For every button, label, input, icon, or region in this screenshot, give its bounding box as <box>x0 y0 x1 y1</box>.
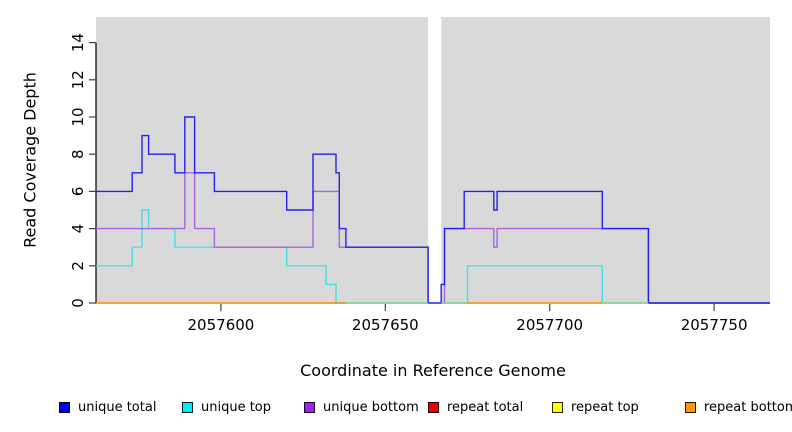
y-tick-label: 10 <box>69 107 87 126</box>
legend-label: repeat total <box>447 399 524 415</box>
legend: unique total unique top unique bottom repea… <box>0 396 792 420</box>
no-data-gap <box>428 17 442 304</box>
coverage-plot: 0 2 4 6 8 10 12 14 2057600 2057650 2057700 2057750 <box>69 17 770 334</box>
legend-item-unique-bottom: unique bottom <box>304 396 419 418</box>
legend-item-repeat-total: repeat total <box>428 396 523 418</box>
legend-swatch-repeat-top <box>552 401 563 413</box>
legend-swatch-unique-top <box>182 401 193 413</box>
x-tick-label: 2057650 <box>352 316 419 334</box>
y-tick-label: 8 <box>69 149 87 159</box>
y-tick-label: 12 <box>69 70 87 89</box>
x-axis-title: Coordinate in Reference Genome <box>300 361 566 380</box>
y-tick-label: 14 <box>69 33 87 52</box>
y-tick-label: 0 <box>69 298 87 308</box>
legend-label: unique top <box>201 399 272 415</box>
series-line-unique-total <box>96 116 770 304</box>
legend-item-repeat-bottom: repeat bottom <box>685 396 792 418</box>
legend-swatch-repeat-total <box>428 401 439 413</box>
legend-label: unique total <box>78 399 157 415</box>
y-tick-label: 4 <box>69 224 87 234</box>
x-tick-label: 2057600 <box>188 316 255 334</box>
x-tick-label: 2057750 <box>681 316 748 334</box>
y-tick-label: 2 <box>69 261 87 271</box>
legend-item-unique-total: unique total <box>59 396 156 418</box>
series-line-unique-top <box>96 209 429 304</box>
legend-swatch-repeat-bottom <box>685 401 696 413</box>
x-tick-label: 2057700 <box>516 316 583 334</box>
legend-item-repeat-top: repeat top <box>552 396 639 418</box>
y-axis-title: Read Coverage Depth <box>20 72 40 248</box>
legend-label: unique bottom <box>323 399 419 415</box>
legend-label: repeat top <box>571 399 639 415</box>
legend-item-unique-top: unique top <box>182 396 271 418</box>
legend-swatch-unique-total <box>59 401 70 413</box>
y-tick-label: 6 <box>69 187 87 197</box>
legend-swatch-unique-bottom <box>304 401 315 413</box>
legend-label: repeat bottom <box>704 399 792 415</box>
